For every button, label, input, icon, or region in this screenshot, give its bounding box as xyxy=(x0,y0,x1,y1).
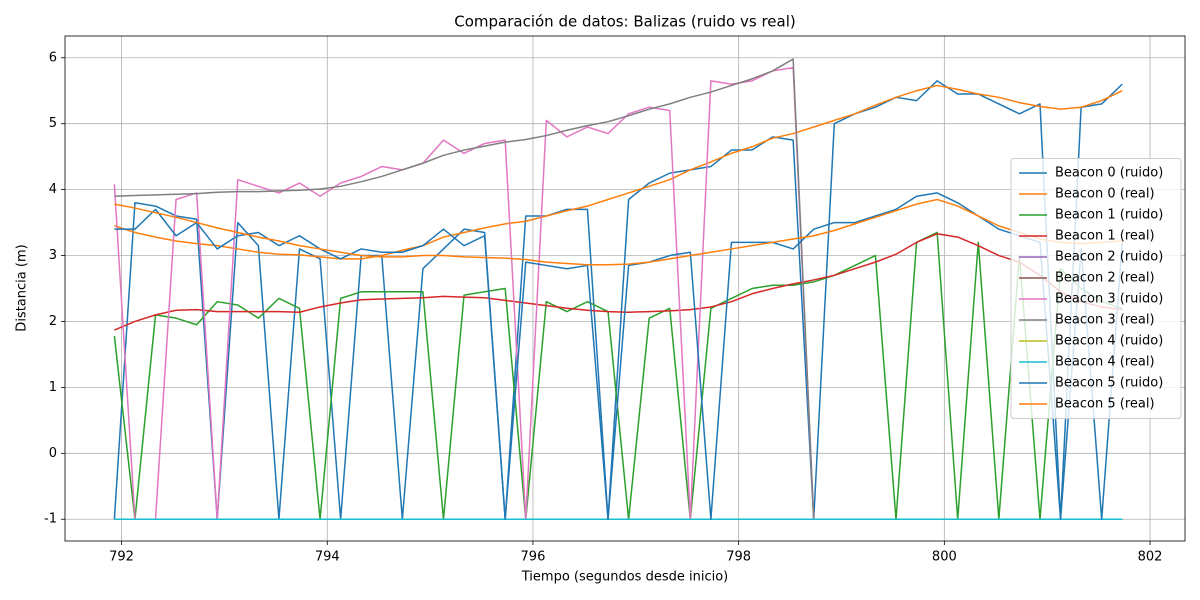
x-tick-label: 802 xyxy=(1138,550,1163,565)
legend-label: Beacon 2 (real) xyxy=(1055,271,1155,286)
legend-label: Beacon 3 (ruido) xyxy=(1055,292,1163,307)
plot-frame xyxy=(64,35,1186,542)
series-line xyxy=(114,84,1123,260)
legend-box xyxy=(1010,158,1182,419)
series-line xyxy=(113,231,1123,520)
legend-label: Beacon 2 (ruido) xyxy=(1055,250,1163,265)
y-tick-label: 0 xyxy=(49,446,57,461)
y-tick-label: 6 xyxy=(49,50,57,65)
y-tick-label: -1 xyxy=(44,512,57,527)
legend-label: Beacon 1 (ruido) xyxy=(1055,208,1163,223)
chart-title: Comparación de datos: Balizas (ruido vs … xyxy=(454,13,796,31)
legend-label: Beacon 4 (real) xyxy=(1055,355,1155,370)
y-tick-label: 5 xyxy=(49,116,57,131)
legend-label: Beacon 3 (real) xyxy=(1055,313,1155,328)
x-tick-label: 800 xyxy=(932,550,957,565)
legend-label: Beacon 0 (real) xyxy=(1055,187,1155,202)
series-line xyxy=(113,66,1123,520)
legend-label: Beacon 4 (ruido) xyxy=(1055,334,1163,349)
legend-label: Beacon 1 (real) xyxy=(1055,229,1155,244)
y-tick-label: 4 xyxy=(49,182,57,197)
series-line xyxy=(114,58,1123,520)
y-tick-label: 2 xyxy=(49,314,57,329)
x-axis-label: Tiempo (segundos desde inicio) xyxy=(521,570,729,585)
legend-label: Beacon 5 (real) xyxy=(1055,397,1155,412)
series-line xyxy=(114,198,1123,266)
y-tick-label: 3 xyxy=(49,248,57,263)
legend-label: Beacon 0 (ruido) xyxy=(1055,166,1163,181)
series-line xyxy=(113,80,1123,520)
x-tick-label: 794 xyxy=(315,550,340,565)
x-tick-label: 798 xyxy=(726,550,751,565)
x-tick-label: 792 xyxy=(109,550,134,565)
y-axis-label: Distancia (m) xyxy=(15,244,30,331)
y-tick-label: 1 xyxy=(49,380,57,395)
series-line xyxy=(114,233,1123,331)
series-line xyxy=(114,192,1124,520)
x-tick-label: 796 xyxy=(521,550,546,565)
legend-label: Beacon 5 (ruido) xyxy=(1055,376,1163,391)
